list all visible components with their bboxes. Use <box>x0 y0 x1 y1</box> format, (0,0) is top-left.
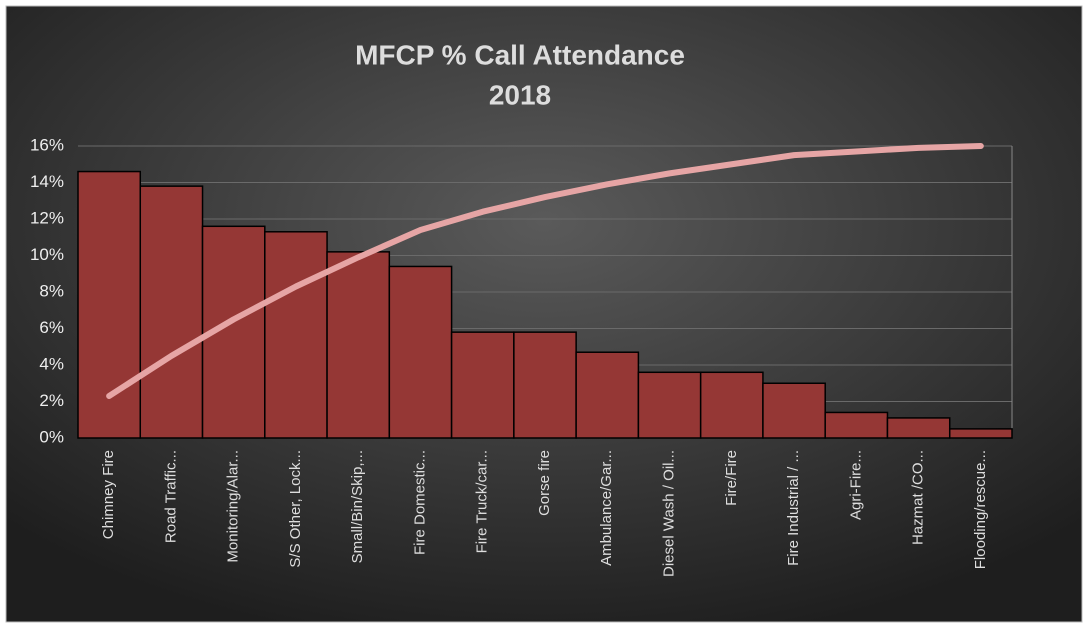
x-tick-label: Fire Domestic... <box>411 450 428 555</box>
x-tick-label: Small/Bin/Skip,... <box>349 450 366 563</box>
x-tick-label: Flooding/rescue... <box>972 450 989 569</box>
x-tick-label: Diesel Wash / Oil... <box>661 450 678 577</box>
y-tick-label: 2% <box>39 391 64 410</box>
bar <box>699 371 764 439</box>
bar <box>762 382 826 439</box>
x-tick-label: Fire Industrial / ... <box>785 450 802 566</box>
bar <box>575 351 640 439</box>
x-tick-label: Gorse fire <box>536 450 553 516</box>
chart-title: MFCP % Call Attendance <box>355 39 685 70</box>
bar <box>824 411 889 439</box>
bar <box>326 251 391 439</box>
bar <box>388 265 453 439</box>
x-tick-label: Fire Truck/car... <box>474 450 491 553</box>
bar <box>948 428 1013 439</box>
y-tick-label: 16% <box>30 135 64 154</box>
x-tick-label: Ambulance/Gar... <box>598 450 615 566</box>
y-tick-label: 12% <box>30 208 64 227</box>
y-tick-label: 0% <box>39 427 64 446</box>
y-tick-label: 6% <box>39 318 64 337</box>
bar <box>450 331 515 439</box>
x-tick-label: Chimney Fire <box>100 450 117 539</box>
bar <box>637 371 702 439</box>
bar <box>139 185 204 439</box>
line <box>106 143 984 400</box>
chart-subtitle: 2018 <box>489 79 551 110</box>
bar <box>264 231 328 439</box>
x-tick-label: Fire/Fire <box>723 450 740 506</box>
x-tick-label: Monitoring/Alar... <box>225 450 242 563</box>
bar <box>513 331 577 439</box>
x-tick-label: Road Traffic... <box>162 450 179 543</box>
bar <box>201 225 266 439</box>
y-tick-label: 4% <box>39 354 64 373</box>
y-tick-label: 14% <box>30 172 64 191</box>
x-tick-label: Hazmat /CO... <box>910 450 927 545</box>
x-tick-label: S/S Other, Lock... <box>287 450 304 568</box>
bar <box>886 417 951 439</box>
x-tick-label: Agri-Fire... <box>847 450 864 520</box>
y-tick-label: 8% <box>39 281 64 300</box>
y-tick-label: 10% <box>30 245 64 264</box>
